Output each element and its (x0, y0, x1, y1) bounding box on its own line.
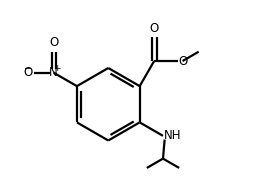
Text: N: N (49, 66, 58, 79)
Text: O: O (49, 36, 58, 49)
Text: NH: NH (164, 129, 182, 142)
Text: −: − (24, 64, 33, 74)
Text: O: O (179, 55, 188, 68)
Text: O: O (150, 22, 159, 35)
Text: O: O (23, 66, 32, 79)
Text: +: + (54, 64, 61, 74)
